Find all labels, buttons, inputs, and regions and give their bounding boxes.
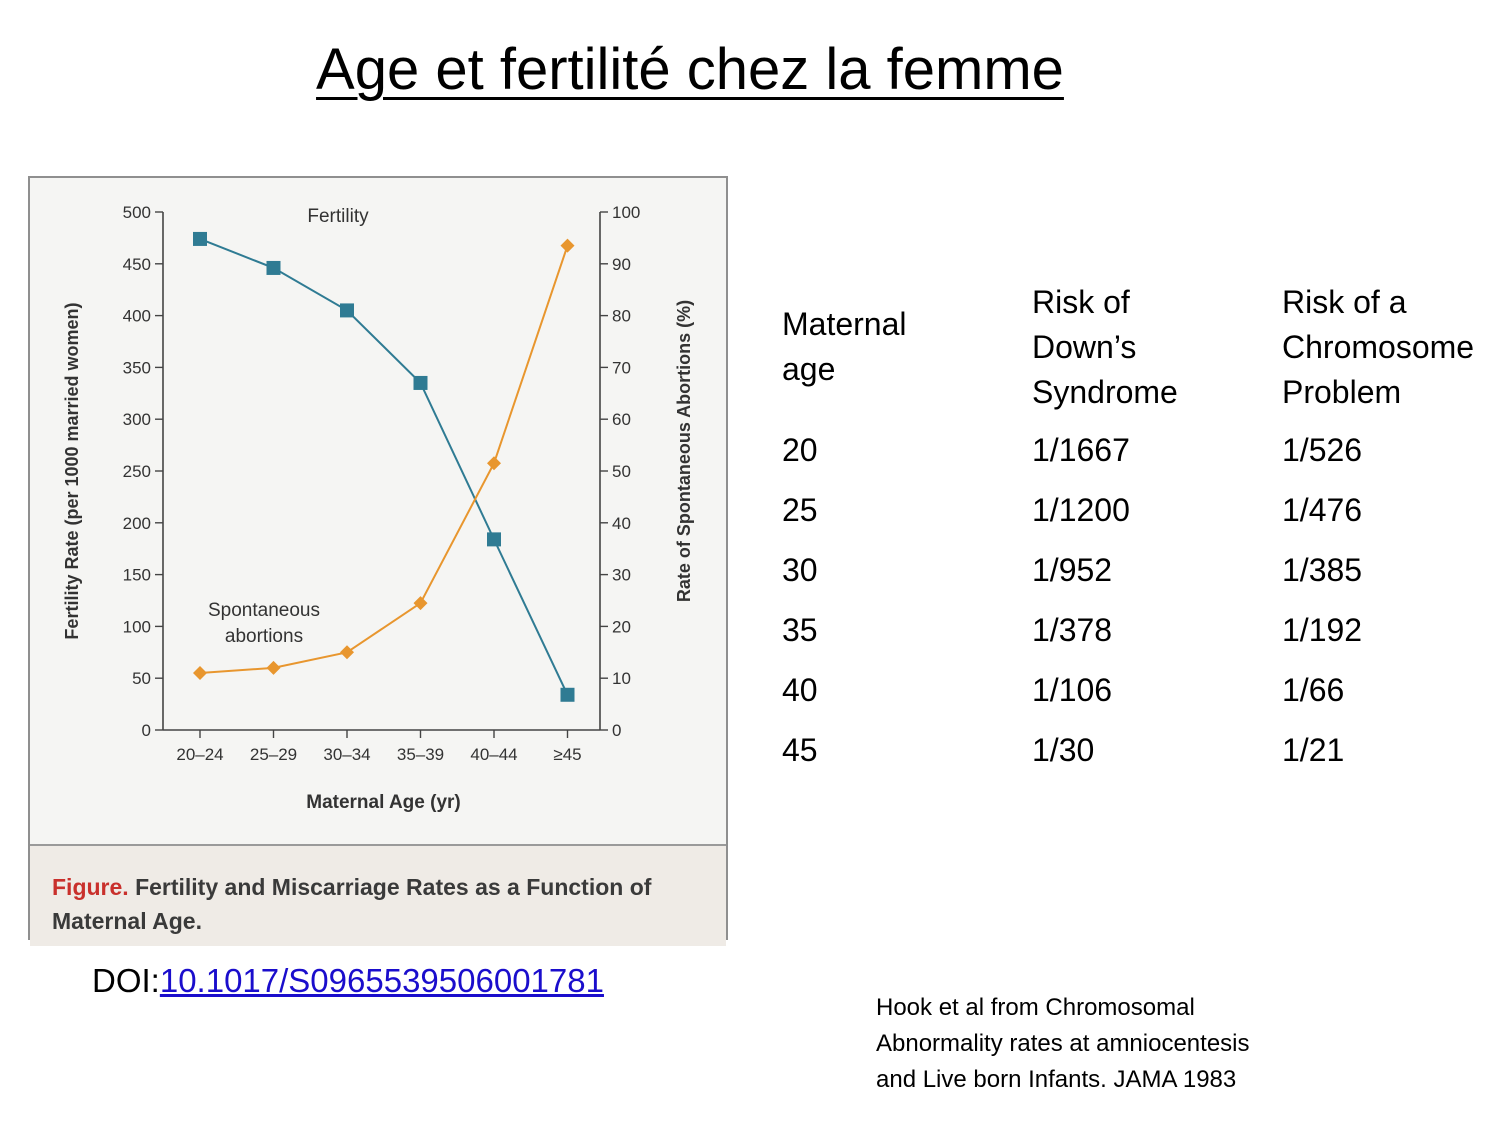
reference-line: Abnormality rates at amniocentesis <box>876 1030 1250 1057</box>
fertility-annotation: Fertility <box>307 206 369 227</box>
table-row: 35 1/378 1/192 <box>782 608 1500 653</box>
table-row: 30 1/952 1/385 <box>782 548 1500 593</box>
age-cell: 40 <box>782 672 818 708</box>
fertility-point <box>487 532 501 547</box>
header-risk-chromosome: Risk of a Chromosome Problem <box>1282 284 1475 410</box>
right-tick-label: 40 <box>612 514 631 533</box>
age-cell: 30 <box>782 552 818 588</box>
abortion-point <box>560 238 575 253</box>
x-tick-label: 30–34 <box>323 745 370 764</box>
down-risk-cell: 1/952 <box>1032 552 1113 588</box>
doi-prefix: DOI: <box>92 962 160 999</box>
age-cell: 25 <box>782 492 818 528</box>
table-row: 20 1/1667 1/526 <box>782 428 1500 473</box>
down-risk-cell: 1/30 <box>1032 732 1095 768</box>
fertility-chart: 0 50 100 150 200 250 300 350 400 450 500 0 10 20 30 40 5… <box>62 203 694 813</box>
abortion-annotation-line2: abortions <box>225 626 303 647</box>
right-tick-label: 60 <box>612 410 631 429</box>
right-tick-label: 100 <box>612 203 640 222</box>
fertility-line <box>199 238 569 696</box>
right-tick-label: 90 <box>612 255 631 274</box>
age-cell: 35 <box>782 612 818 648</box>
down-risk-cell: 1/1200 <box>1032 492 1130 528</box>
caption-label: Figure. <box>52 874 129 900</box>
x-tick-label: 20–24 <box>176 745 223 764</box>
left-axis-title: Fertility Rate (per 1000 married women) <box>62 302 82 639</box>
figure-panel: 0 50 100 150 200 250 300 350 400 450 500 0 10 20 30 40 5… <box>28 176 728 946</box>
chromosome-risk-cell: 1/526 <box>1282 432 1363 468</box>
abortion-point <box>266 660 281 675</box>
left-tick-label: 0 <box>142 721 151 740</box>
left-tick-label: 500 <box>123 203 151 222</box>
fertility-point <box>193 231 207 246</box>
caption-area: Figure. Fertility and Miscarriage Rates … <box>30 844 726 946</box>
right-tick-label: 30 <box>612 566 631 585</box>
right-tick-label: 50 <box>612 462 631 481</box>
x-tick-label: 25–29 <box>250 745 297 764</box>
table-row: 40 1/106 1/66 <box>782 668 1500 713</box>
x-tick-label: 40–44 <box>470 745 517 764</box>
abortion-point <box>340 645 354 660</box>
left-tick-label: 300 <box>123 410 151 429</box>
fertility-point <box>413 375 428 390</box>
abortion-point <box>487 456 501 471</box>
chromosome-risk-cell: 1/66 <box>1282 672 1345 708</box>
left-tick-label: 100 <box>123 617 151 636</box>
abortion-point <box>413 596 428 611</box>
right-tick-label: 10 <box>612 669 631 688</box>
down-risk-cell: 1/1667 <box>1032 432 1130 468</box>
left-tick-label: 150 <box>123 566 151 585</box>
chromosome-risk-cell: 1/21 <box>1282 732 1345 768</box>
header-risk-down: Risk of Down’s Syndrome <box>1032 284 1178 410</box>
left-tick-label: 200 <box>123 514 151 533</box>
fertility-point <box>340 303 354 318</box>
doi-link[interactable]: 10.1017/S0965539506001781 <box>159 962 604 999</box>
right-tick-label: 20 <box>612 617 631 636</box>
left-tick-label: 250 <box>123 462 151 481</box>
caption-text: Fertility and Miscarriage Rates as a Fun… <box>52 874 652 934</box>
reference-line: Hook et al from Chromosomal <box>876 994 1195 1021</box>
abortion-annotation-line1: Spontaneous <box>208 600 320 621</box>
fertility-point <box>266 260 281 275</box>
x-tick-label: 35–39 <box>397 745 444 764</box>
figure-caption: Figure. Fertility and Miscarriage Rates … <box>52 870 692 938</box>
left-tick-label: 400 <box>123 307 151 326</box>
reference-line: and Live born Infants. JAMA 1983 <box>876 1066 1237 1093</box>
age-cell: 20 <box>782 432 818 468</box>
doi-line: DOI:10.1017/S0965539506001781 <box>92 962 604 1000</box>
left-tick-label: 450 <box>123 255 151 274</box>
slide-title: Age et fertilité chez la femme <box>316 37 1064 102</box>
x-axis-title: Maternal Age (yr) <box>306 792 461 813</box>
age-cell: 45 <box>782 732 818 768</box>
table-row: 45 1/30 1/21 <box>782 728 1500 773</box>
chromosome-risk-cell: 1/192 <box>1282 612 1363 648</box>
left-tick-label: 350 <box>123 358 151 377</box>
reference-note: Hook et al from Chromosomal Abnormality … <box>876 990 1436 1098</box>
right-tick-label: 0 <box>612 721 621 740</box>
x-tick-label: ≥45 <box>553 745 581 764</box>
abortion-point <box>193 666 207 681</box>
chromosome-risk-cell: 1/476 <box>1282 492 1363 528</box>
down-risk-cell: 1/106 <box>1032 672 1113 708</box>
right-tick-label: 70 <box>612 358 631 377</box>
left-tick-label: 50 <box>132 669 151 688</box>
abortion-line <box>199 245 569 675</box>
down-risk-cell: 1/378 <box>1032 612 1113 648</box>
table-row: 25 1/1200 1/476 <box>782 488 1500 533</box>
chromosome-risk-cell: 1/385 <box>1282 552 1363 588</box>
fertility-point <box>560 687 575 702</box>
right-axis-title: Rate of Spontaneous Abortions (%) <box>674 300 694 602</box>
header-maternal-age: Maternal age <box>782 306 907 387</box>
right-tick-label: 80 <box>612 307 631 326</box>
